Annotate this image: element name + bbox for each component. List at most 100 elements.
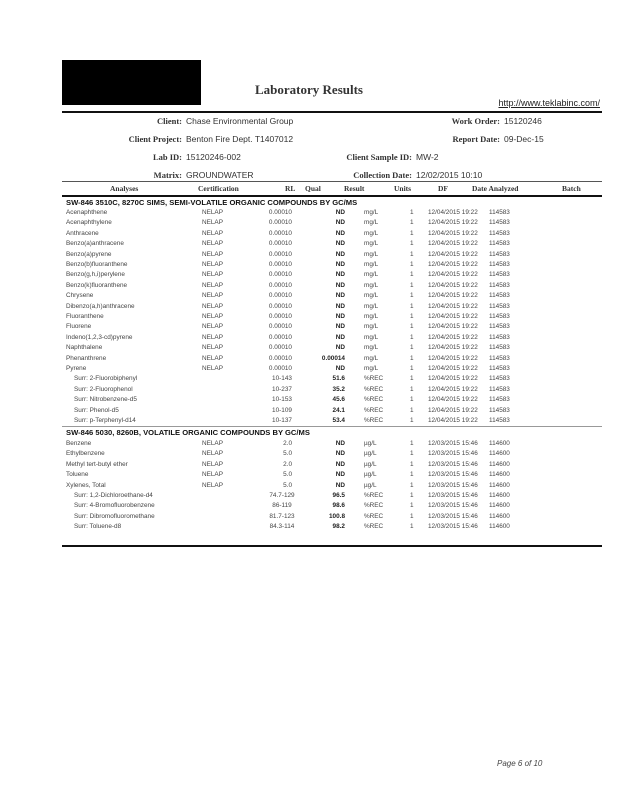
cell-result: ND	[335, 344, 345, 352]
cell-result: ND	[335, 323, 345, 331]
colldate-value: 12/02/2015 10:10	[416, 170, 483, 180]
cell-batch: 114583	[489, 250, 510, 258]
cell-batch: 114583	[489, 313, 510, 320]
cell-cert: NELAP	[202, 281, 223, 289]
cell-date: 12/04/2015 19:22	[428, 292, 478, 300]
cell-batch: 114583	[489, 292, 510, 300]
cell-result: ND	[335, 471, 345, 479]
cell-df: 1	[410, 385, 414, 393]
cell-date: 12/03/2015 15:46	[428, 471, 478, 479]
cell-df: 1	[410, 492, 414, 499]
cell-df: 1	[410, 396, 414, 404]
cell-rl: 84.3-114	[269, 523, 295, 531]
cell-analyte: Benzo(a)anthracene	[66, 240, 124, 248]
cell-units: mg/L	[364, 323, 379, 331]
cell-units: µg/L	[364, 471, 377, 479]
cell-cert: NELAP	[202, 344, 223, 352]
cell-units: %REC	[364, 502, 384, 510]
cell-cert: NELAP	[202, 471, 223, 479]
cell-date: 12/04/2015 19:22	[428, 209, 478, 216]
cell-units: %REC	[364, 406, 384, 414]
cell-date: 12/04/2015 19:22	[428, 229, 478, 237]
cell-analyte: Benzo(b)fluoranthene	[66, 261, 128, 268]
cell-rl: 74.7-129	[269, 492, 295, 499]
cell-units: %REC	[364, 523, 384, 531]
cell-analyte: Chrysene	[66, 292, 94, 300]
divider	[62, 181, 602, 182]
cell-batch: 114600	[489, 440, 510, 447]
cell-df: 1	[410, 219, 414, 227]
table-row: Phenanthrene NELAP 0.00010 0.00014 mg/L 1 12/0…	[0, 354, 618, 364]
cell-units: mg/L	[364, 281, 379, 289]
cell-analyte: Dibenzo(a,h)anthracene	[66, 302, 135, 310]
table-row: Fluoranthene NELAP 0.00010 ND mg/L 1 12/04/201…	[0, 312, 618, 322]
table-row: Pyrene NELAP 0.00010 ND mg/L 1 12/04/2015 19:2…	[0, 364, 618, 374]
cell-rl: 0.00010	[268, 281, 292, 289]
cell-rl: 0.00010	[268, 344, 292, 352]
cell-rl: 0.00010	[268, 333, 292, 341]
cell-units: mg/L	[364, 240, 379, 248]
cell-cert: NELAP	[202, 261, 223, 268]
sampleid-label: Client Sample ID:	[346, 152, 412, 162]
cell-units: mg/L	[364, 333, 379, 341]
col-analyses: Analyses	[110, 184, 139, 193]
cell-cert: NELAP	[202, 481, 223, 489]
cell-batch: 114583	[489, 240, 510, 248]
cell-date: 12/04/2015 19:22	[428, 323, 478, 331]
cell-result: ND	[335, 229, 345, 237]
cell-batch: 114583	[489, 209, 510, 216]
cell-analyte: Naphthalene	[66, 344, 103, 352]
cell-analyte: Benzo(g,h,i)perylene	[66, 271, 125, 279]
cell-batch: 114583	[489, 271, 510, 279]
cell-result: 100.8	[329, 512, 345, 520]
cell-df: 1	[410, 481, 414, 489]
workorder-label: Work Order:	[451, 116, 500, 126]
cell-batch: 114583	[489, 417, 510, 424]
sampleid-value: MW-2	[416, 152, 439, 162]
cell-units: %REC	[364, 385, 384, 393]
table-row: Chrysene NELAP 0.00010 ND mg/L 1 12/04/2015 19…	[0, 291, 618, 301]
cell-units: µg/L	[364, 481, 377, 489]
table-row: Fluorene NELAP 0.00010 ND mg/L 1 12/04/2015 19…	[0, 322, 618, 332]
section-header: SW-846 5030, 8260B, VOLATILE ORGANIC COM…	[66, 428, 310, 437]
cell-rl: 10-143	[272, 375, 292, 383]
cell-result: ND	[335, 313, 345, 320]
cell-units: mg/L	[364, 250, 379, 258]
cell-df: 1	[410, 292, 414, 300]
table-row: Toluene NELAP 5.0 ND µg/L 1 12/03/2015 15:46 11…	[0, 470, 618, 480]
cell-result: ND	[335, 481, 345, 489]
project-label: Client Project:	[128, 134, 182, 144]
colldate-label: Collection Date:	[353, 170, 412, 180]
cell-analyte: Surr: 1,2-Dichloroethane-d4	[74, 492, 153, 499]
cell-cert: NELAP	[202, 440, 223, 447]
cell-units: µg/L	[364, 450, 377, 458]
cell-result: ND	[335, 460, 345, 468]
cell-rl: 0.00010	[268, 365, 292, 372]
cell-cert: NELAP	[202, 333, 223, 341]
cell-batch: 114583	[489, 281, 510, 289]
cell-analyte: Acenaphthene	[66, 209, 108, 216]
cell-result: 45.6	[332, 396, 345, 404]
cell-batch: 114583	[489, 323, 510, 331]
cell-analyte: Surr: Dibromofluoromethane	[74, 512, 155, 520]
cell-result: 24.1	[332, 406, 345, 414]
cell-result: ND	[335, 250, 345, 258]
cell-result: 96.5	[332, 492, 345, 499]
cell-date: 12/04/2015 19:22	[428, 344, 478, 352]
cell-batch: 114583	[489, 385, 510, 393]
cell-units: mg/L	[364, 261, 379, 268]
cell-date: 12/03/2015 15:46	[428, 523, 478, 531]
cell-batch: 114583	[489, 365, 510, 372]
lab-website-link[interactable]: http://www.teklabinc.com/	[498, 98, 600, 108]
cell-result: 0.00014	[321, 354, 345, 362]
col-units: Units	[394, 184, 412, 193]
cell-df: 1	[410, 440, 414, 447]
cell-batch: 114583	[489, 229, 510, 237]
col-rl: RL	[285, 184, 296, 193]
cell-df: 1	[410, 281, 414, 289]
cell-units: mg/L	[364, 313, 379, 320]
cell-rl: 0.00010	[268, 261, 292, 268]
cell-cert: NELAP	[202, 271, 223, 279]
table-row: Xylenes, Total NELAP 5.0 ND µg/L 1 12/03/2015 …	[0, 481, 618, 491]
page-title: Laboratory Results	[255, 82, 363, 97]
